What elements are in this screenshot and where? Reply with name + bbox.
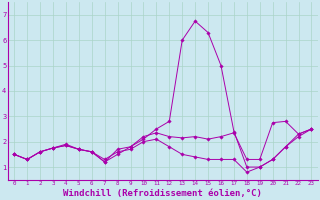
X-axis label: Windchill (Refroidissement éolien,°C): Windchill (Refroidissement éolien,°C) bbox=[63, 189, 262, 198]
